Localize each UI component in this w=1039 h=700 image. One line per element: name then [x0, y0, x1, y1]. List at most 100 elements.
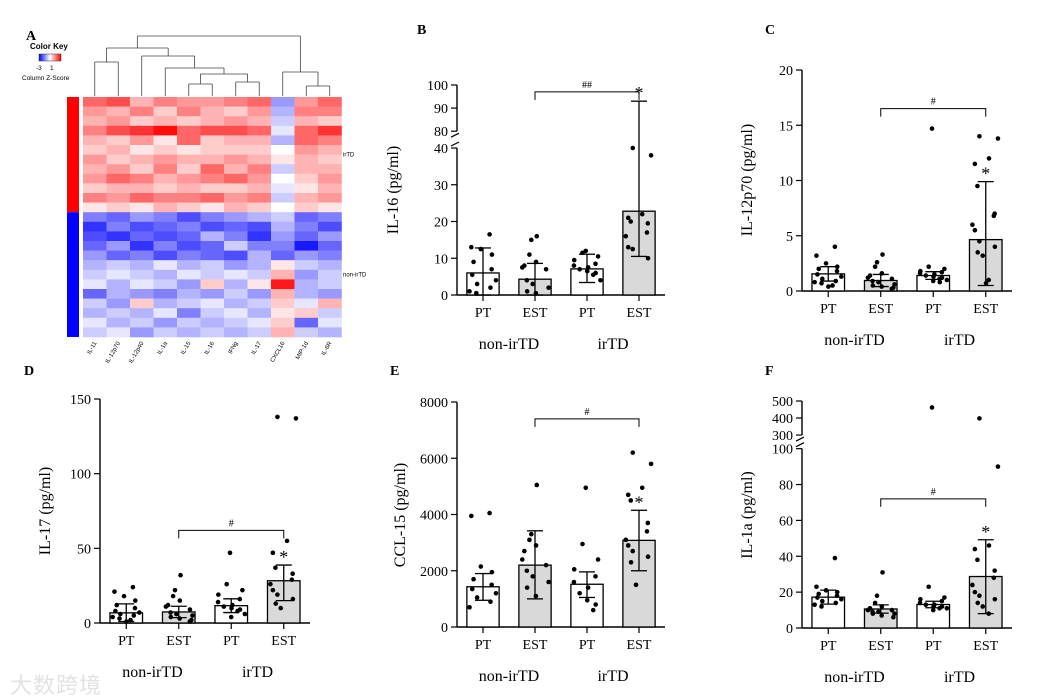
data-point — [467, 605, 472, 610]
heatmap-cell — [247, 221, 272, 232]
data-point — [972, 589, 978, 595]
data-point — [519, 557, 525, 562]
heatmap-cell — [318, 221, 342, 232]
group-bar-non-irTD — [67, 212, 79, 337]
heatmap-cell — [271, 241, 295, 251]
heatmap-cell — [153, 116, 178, 127]
heatmap-cell — [83, 279, 107, 290]
data-point — [630, 450, 636, 455]
data-point — [469, 513, 474, 519]
group-label: irTD — [343, 153, 355, 159]
data-point — [174, 611, 179, 617]
heatmap-cell — [318, 308, 342, 319]
heatmap-cell — [130, 260, 154, 271]
heatmap-cell — [200, 154, 225, 165]
data-point — [931, 274, 936, 279]
data-point — [128, 617, 133, 623]
data-point — [833, 600, 839, 606]
data-point — [975, 250, 981, 255]
data-point — [880, 570, 885, 575]
data-point — [172, 587, 178, 593]
watermark-text: 大数跨境 — [10, 674, 103, 699]
heatmap-cell — [294, 298, 319, 309]
heatmap-cell — [224, 125, 248, 136]
heatmap-cell — [318, 106, 342, 117]
x-tick-label: PT — [820, 639, 837, 654]
data-point — [995, 464, 1001, 469]
heatmap-cell — [130, 125, 154, 136]
heatmap-cell — [106, 125, 131, 136]
heatmap-cell — [294, 260, 319, 271]
heatmap-cell — [318, 231, 342, 242]
heatmap-cell — [294, 173, 319, 184]
heatmap-cell — [177, 154, 201, 165]
heatmap-cell — [153, 298, 178, 309]
data-point — [980, 253, 986, 258]
heatmap-cell — [200, 106, 225, 117]
data-point — [648, 153, 654, 158]
y-tick-label: 40 — [779, 550, 793, 565]
data-point — [876, 279, 881, 285]
data-point — [593, 602, 598, 607]
data-point — [889, 607, 895, 613]
data-point — [121, 593, 127, 599]
significance-bracket — [880, 108, 987, 117]
heatmap-cell — [247, 289, 272, 299]
heatmap-cell — [83, 212, 107, 223]
heatmap-cell — [130, 106, 154, 117]
data-point — [474, 290, 479, 296]
heatmap-cell — [294, 250, 319, 261]
heatmap-cell — [271, 125, 295, 136]
y-tick-label: 300 — [772, 429, 793, 444]
data-point — [639, 485, 645, 491]
heatmap-cell — [83, 202, 107, 213]
heatmap-cell — [177, 145, 201, 155]
data-point — [583, 485, 589, 491]
heatmap-cell — [318, 145, 342, 155]
data-point — [986, 156, 992, 161]
data-point — [275, 592, 280, 597]
significance-label: # — [931, 487, 936, 498]
heatmap-cell — [83, 97, 107, 107]
heatmap-cell — [224, 231, 248, 242]
heatmap-cell — [294, 183, 319, 194]
data-point — [870, 611, 876, 616]
y-tick-label: 80 — [434, 125, 448, 140]
data-point — [275, 414, 280, 420]
heatmap-cell — [130, 97, 154, 107]
data-point — [991, 213, 997, 219]
data-point — [533, 593, 539, 599]
heatmap-cell — [294, 269, 319, 280]
data-point — [972, 161, 978, 167]
heatmap-cell — [83, 106, 107, 117]
data-point — [839, 274, 844, 279]
data-point — [816, 591, 822, 597]
heatmap-cell — [153, 212, 178, 223]
heatmap-cell — [130, 231, 154, 242]
data-point — [942, 595, 947, 600]
data-point — [874, 593, 880, 599]
heatmap-cell — [106, 279, 131, 290]
heatmap-cell — [106, 106, 131, 117]
data-point — [530, 574, 535, 579]
data-point — [942, 266, 947, 272]
heatmap-cell — [247, 202, 272, 213]
heatmap-cell — [130, 135, 154, 146]
heatmap-cell — [271, 193, 295, 203]
data-point — [590, 272, 596, 278]
x-tick-label: EST — [271, 634, 296, 649]
data-point — [216, 592, 221, 597]
data-point — [833, 278, 839, 284]
heatmap-cell — [177, 202, 201, 213]
heatmap-cell — [294, 327, 319, 338]
data-point — [889, 276, 895, 282]
significance-label: # — [229, 518, 234, 529]
heatmap-cell — [294, 145, 319, 155]
data-point — [114, 602, 120, 608]
data-point — [929, 405, 935, 410]
x-tick-label: PT — [925, 302, 942, 317]
heatmap-cell — [294, 289, 319, 299]
heatmap-cell — [247, 125, 272, 136]
heatmap-cell — [318, 125, 342, 136]
heatmap-cell — [247, 97, 272, 107]
